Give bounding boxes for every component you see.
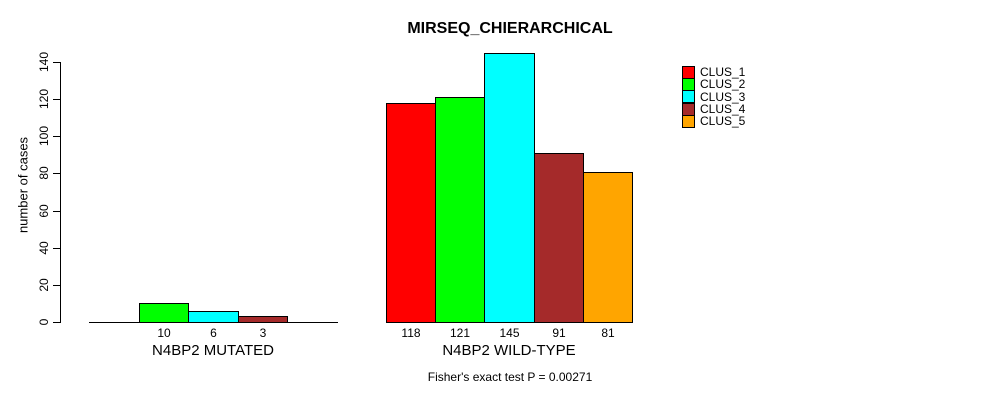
bar-value-label: 118 bbox=[401, 326, 421, 340]
legend-item-clus_1: CLUS_1 bbox=[682, 65, 746, 80]
bar-clus_5 bbox=[583, 172, 633, 323]
y-axis-line bbox=[60, 62, 61, 323]
legend-label: CLUS_3 bbox=[700, 89, 746, 104]
bar-value-label: 121 bbox=[449, 326, 471, 340]
legend: CLUS_1 CLUS_2 CLUS_3 CLUS_4 CLUS_5 bbox=[682, 65, 746, 129]
legend-label: CLUS_4 bbox=[700, 102, 746, 117]
bar-clus_1 bbox=[386, 103, 436, 323]
y-tick-mark bbox=[53, 211, 61, 212]
x-group-label: N4BP2 MUTATED bbox=[152, 342, 274, 359]
legend-swatch-icon bbox=[682, 114, 695, 128]
legend-item-clus_4: CLUS_4 bbox=[682, 102, 746, 117]
y-tick-mark bbox=[53, 136, 61, 137]
bar-clus_3 bbox=[484, 53, 535, 323]
bar-value-label: 81 bbox=[601, 326, 615, 340]
chart-title: MIRSEQ_CHIERARCHICAL bbox=[407, 20, 613, 37]
legend-label: CLUS_1 bbox=[700, 65, 746, 80]
y-tick-label: 60 bbox=[37, 204, 51, 218]
y-tick-mark bbox=[53, 248, 61, 249]
legend-item-clus_3: CLUS_3 bbox=[682, 89, 746, 104]
bar-clus_3 bbox=[188, 311, 239, 323]
bar-zero-clus_1 bbox=[89, 322, 140, 323]
legend-label: CLUS_2 bbox=[700, 77, 746, 92]
y-tick-label: 80 bbox=[37, 166, 51, 180]
x-group-label: N4BP2 WILD-TYPE bbox=[442, 342, 576, 359]
y-tick-mark bbox=[53, 99, 61, 100]
bar-value-label: 145 bbox=[499, 326, 520, 340]
legend-swatch-icon bbox=[682, 90, 695, 104]
y-axis-label: number of cases bbox=[15, 136, 31, 234]
y-tick-mark bbox=[53, 285, 61, 286]
y-tick-label: 0 bbox=[37, 318, 51, 326]
legend-swatch-icon bbox=[682, 102, 695, 116]
bar-clus_4 bbox=[238, 316, 288, 323]
y-tick-mark bbox=[53, 322, 61, 323]
bar-value-label: 91 bbox=[552, 326, 566, 340]
y-tick-mark bbox=[53, 62, 61, 63]
legend-swatch-icon bbox=[682, 65, 695, 79]
bar-clus_2 bbox=[139, 303, 189, 323]
pvalue-annotation: Fisher's exact test P = 0.00271 bbox=[427, 370, 593, 384]
bar-value-label: 3 bbox=[259, 326, 267, 340]
bar-zero-clus_5 bbox=[287, 322, 338, 323]
bar-clus_4 bbox=[534, 153, 584, 323]
y-tick-label: 100 bbox=[37, 125, 51, 147]
y-tick-label: 140 bbox=[37, 51, 51, 73]
legend-item-clus_5: CLUS_5 bbox=[682, 114, 746, 129]
y-tick-mark bbox=[53, 173, 61, 174]
legend-item-clus_2: CLUS_2 bbox=[682, 77, 746, 92]
bar-value-label: 6 bbox=[210, 326, 217, 340]
legend-swatch-icon bbox=[682, 77, 695, 91]
y-tick-label: 20 bbox=[37, 278, 51, 292]
bar-value-label: 10 bbox=[157, 326, 171, 340]
y-tick-label: 40 bbox=[37, 241, 51, 255]
legend-label: CLUS_5 bbox=[700, 114, 746, 129]
y-tick-label: 120 bbox=[37, 88, 51, 110]
bar-clus_2 bbox=[435, 97, 485, 323]
